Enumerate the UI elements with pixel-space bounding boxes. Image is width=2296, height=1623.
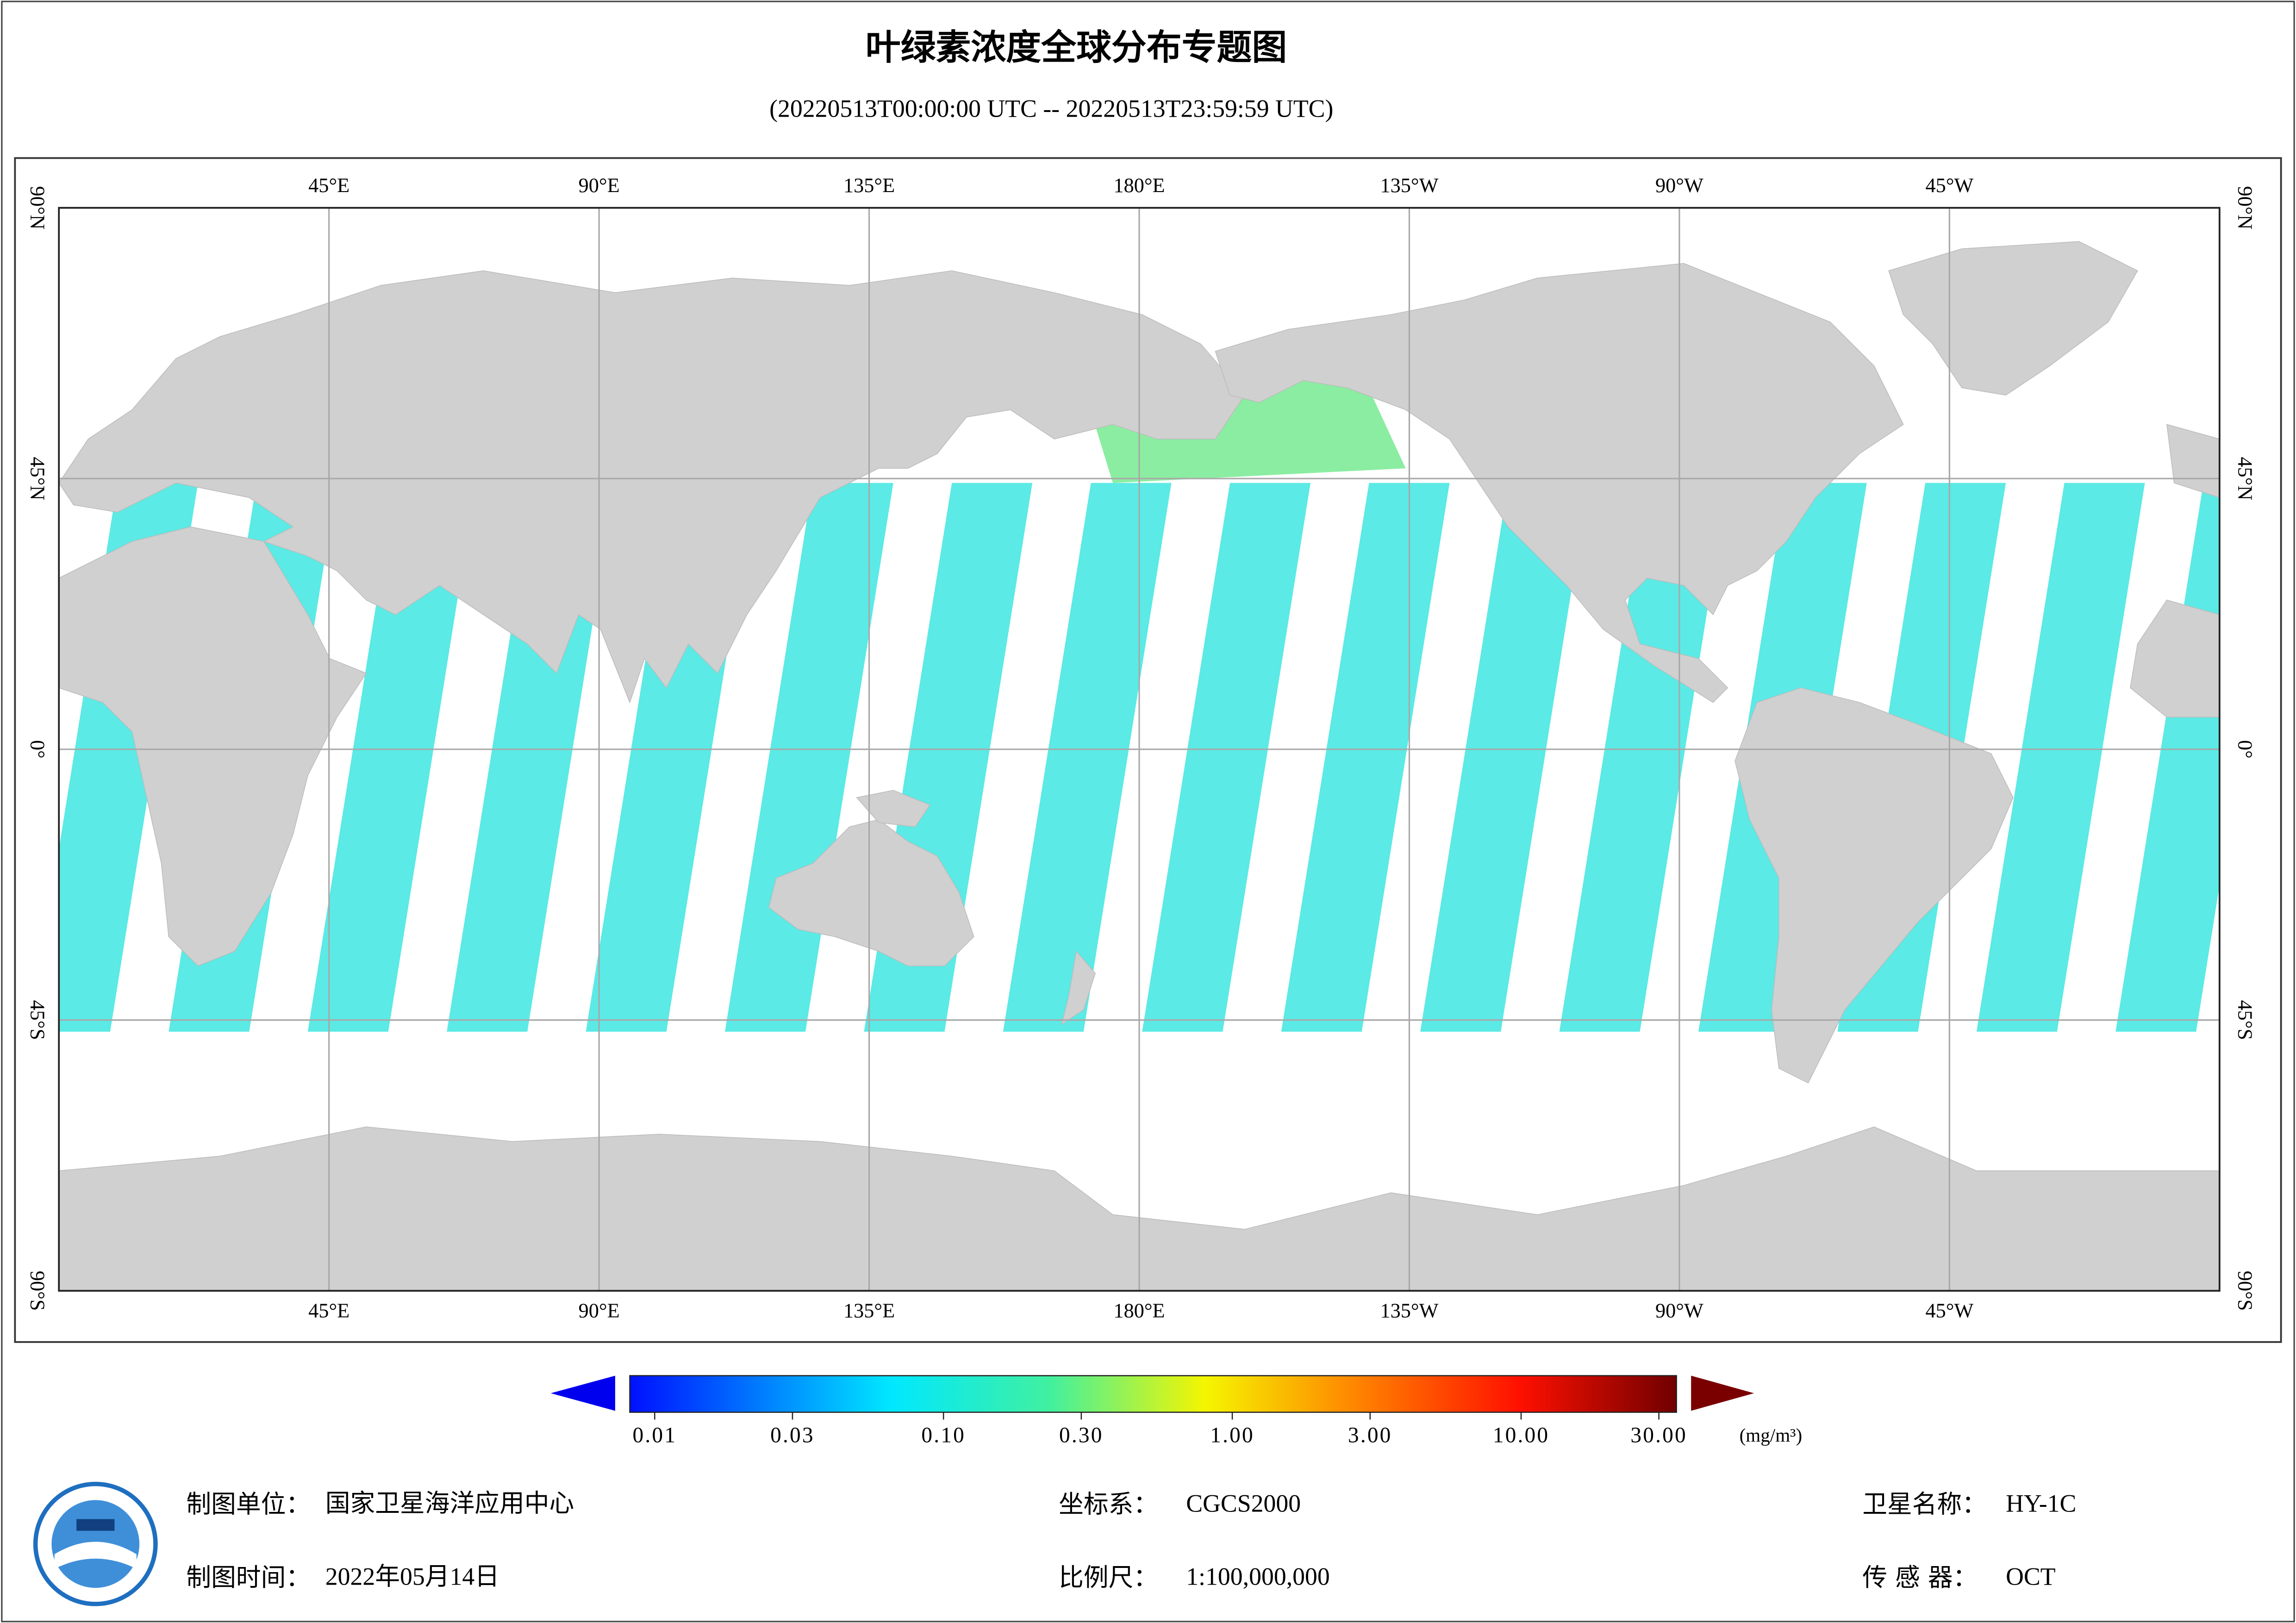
footer-value: 2022年05月14日: [325, 1562, 499, 1590]
swath: [307, 483, 476, 1032]
subtitle: (20220513T00:00:00 UTC -- 20220513T23:59…: [769, 95, 1333, 123]
swath: [1976, 483, 2145, 1032]
footer-value: OCT: [2006, 1562, 2056, 1590]
lat-label: 90°N: [26, 186, 49, 230]
swath: [1420, 483, 1589, 1032]
lon-label: 135°E: [843, 174, 895, 197]
map-border: [58, 207, 2221, 1292]
colorbar-tick-label: 0.30: [1059, 1423, 1104, 1447]
lon-label: 135°E: [843, 1300, 895, 1322]
footer-value: CGCS2000: [1186, 1489, 1301, 1517]
south-america: [1734, 687, 2014, 1084]
logo: [33, 1481, 158, 1606]
lat-label: 45°S: [26, 1000, 49, 1040]
lon-label: 45°E: [308, 1300, 349, 1322]
colorbar-high-arrow: [1691, 1375, 1754, 1411]
colorbar-tick-label: 10.00: [1493, 1423, 1550, 1447]
lon-label: 90°W: [1655, 1300, 1703, 1322]
africa: [59, 526, 367, 967]
swath: [1142, 483, 1311, 1032]
lon-label: 180°E: [1113, 1300, 1165, 1322]
colorbar-tick-label: 3.00: [1348, 1423, 1392, 1447]
colorbar-low-arrow: [550, 1375, 615, 1411]
footer-value: HY-1C: [2006, 1489, 2076, 1517]
eurasia: [59, 270, 1245, 704]
colorbar-tick-label: 0.01: [632, 1423, 677, 1447]
colorbar-tick-label: 1.00: [1210, 1423, 1254, 1447]
lon-label: 180°E: [1113, 174, 1165, 197]
map: [59, 208, 2220, 1291]
footer-label: 传 感 器：: [1862, 1563, 1978, 1592]
lat-label: 90°S: [2234, 1271, 2256, 1311]
colorbar: (mg/m³) 0.01 0.03 0.10 0.30 1.00 3.00 10.00 30.…: [550, 1375, 1803, 1447]
lon-label: 90°W: [1655, 174, 1703, 197]
footer-label: 卫星名称：: [1862, 1490, 1987, 1519]
footer-value: 国家卫星海洋应用中心: [325, 1489, 574, 1517]
lon-label: 90°E: [579, 1300, 620, 1322]
map-frame: [14, 157, 2282, 1343]
lat-label: 90°S: [26, 1271, 49, 1311]
lon-label: 90°E: [579, 174, 620, 197]
swath: [1281, 483, 1450, 1032]
footer-label: 制图时间：: [186, 1563, 311, 1592]
lat-label: 0°: [2234, 740, 2256, 759]
lat-label: 90°N: [2234, 186, 2256, 230]
lat-label: 45°N: [26, 457, 49, 500]
lat-label: 45°N: [2234, 457, 2256, 500]
greenland: [1888, 241, 2138, 396]
africa-west: [2130, 599, 2220, 718]
swath: [1003, 483, 1172, 1032]
lon-label: 45°E: [308, 174, 349, 197]
australia: [768, 819, 974, 966]
colorbar-tick-label: 0.03: [770, 1423, 815, 1447]
footer-label: 比例尺：: [1059, 1563, 1158, 1592]
logo-wave: [54, 1542, 137, 1569]
lon-label: 135°W: [1380, 1300, 1439, 1322]
colorbar-ramp: [629, 1375, 1677, 1413]
footer-label: 坐标系：: [1059, 1490, 1158, 1519]
footer-label: 制图单位：: [186, 1490, 311, 1519]
swath: [1559, 483, 1728, 1032]
graticule: [59, 208, 2220, 1291]
colorbar-tick-label: 30.00: [1630, 1423, 1687, 1447]
logo-satellite: [76, 1519, 115, 1531]
lat-label: 45°S: [2234, 1000, 2256, 1040]
north-america: [1215, 263, 1904, 703]
footer-value: 1:100,000,000: [1186, 1562, 1330, 1590]
lon-label: 135°W: [1380, 174, 1439, 197]
title: 叶绿素浓度全球分布专题图: [866, 27, 1287, 68]
colorbar-unit: (mg/m³): [1740, 1424, 1803, 1446]
lon-label: 45°W: [1925, 174, 1973, 197]
lat-label: 0°: [26, 740, 49, 759]
lon-label: 45°W: [1925, 1300, 1973, 1322]
map-labels: 45°E 45°E 90°E 90°E 135°E 135°E 180°E 180°E 135°…: [26, 174, 2256, 1322]
colorbar-tick-label: 0.10: [921, 1423, 966, 1447]
new-guinea: [856, 790, 931, 827]
new-zealand: [1061, 950, 1096, 1026]
swath: [725, 483, 893, 1032]
